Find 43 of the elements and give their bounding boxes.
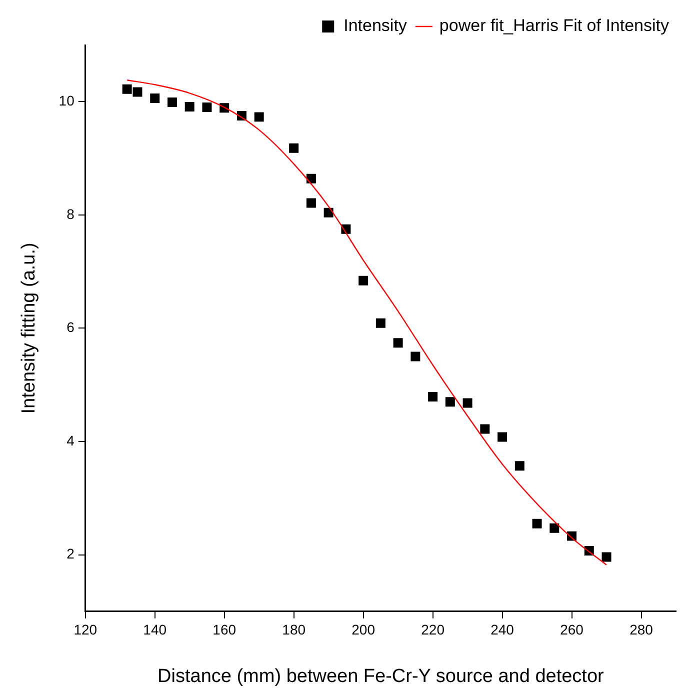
point bbox=[514, 461, 524, 471]
x-tick-label: 120 bbox=[74, 622, 98, 638]
y-tick-label: 4 bbox=[66, 432, 75, 448]
point bbox=[410, 352, 420, 362]
point bbox=[324, 208, 334, 218]
point bbox=[150, 94, 160, 103]
point bbox=[480, 424, 490, 434]
point bbox=[358, 276, 368, 286]
point bbox=[550, 523, 560, 533]
point bbox=[462, 398, 472, 408]
y-tick-label: 8 bbox=[66, 206, 75, 222]
x-tick-label: 180 bbox=[282, 622, 306, 638]
point bbox=[393, 338, 403, 348]
point bbox=[532, 518, 542, 528]
legend-label: power fit_Harris Fit of Intensity bbox=[439, 16, 670, 36]
x-tick-label: 160 bbox=[212, 622, 236, 638]
point bbox=[289, 143, 299, 153]
point bbox=[122, 84, 132, 94]
x-tick-label: 280 bbox=[630, 622, 654, 638]
point bbox=[498, 432, 508, 442]
x-tick-label: 140 bbox=[143, 622, 167, 638]
point bbox=[306, 174, 316, 184]
x-axis-title: Distance (mm) between Fe-Cr-Y source and detector bbox=[158, 666, 605, 687]
x-tick-label: 220 bbox=[421, 622, 445, 638]
point bbox=[376, 318, 386, 328]
x-tick-label: 260 bbox=[560, 622, 584, 638]
x-tick-label: 240 bbox=[490, 622, 514, 638]
y-tick-label: 10 bbox=[58, 92, 75, 108]
point bbox=[184, 102, 194, 112]
y-tick-label: 6 bbox=[66, 319, 75, 336]
point bbox=[306, 198, 316, 208]
point bbox=[167, 97, 177, 107]
x-tick-label: 200 bbox=[352, 622, 376, 638]
point bbox=[602, 552, 612, 562]
point bbox=[202, 102, 212, 112]
point bbox=[445, 397, 455, 407]
y-axis-title: Intensity fitting (a.u.) bbox=[18, 242, 40, 414]
point bbox=[254, 112, 264, 122]
line-series bbox=[126, 80, 608, 566]
y-tick-label: 2 bbox=[66, 546, 75, 562]
point bbox=[132, 87, 142, 97]
point bbox=[428, 392, 438, 402]
legend-label: Intensity bbox=[344, 16, 408, 36]
